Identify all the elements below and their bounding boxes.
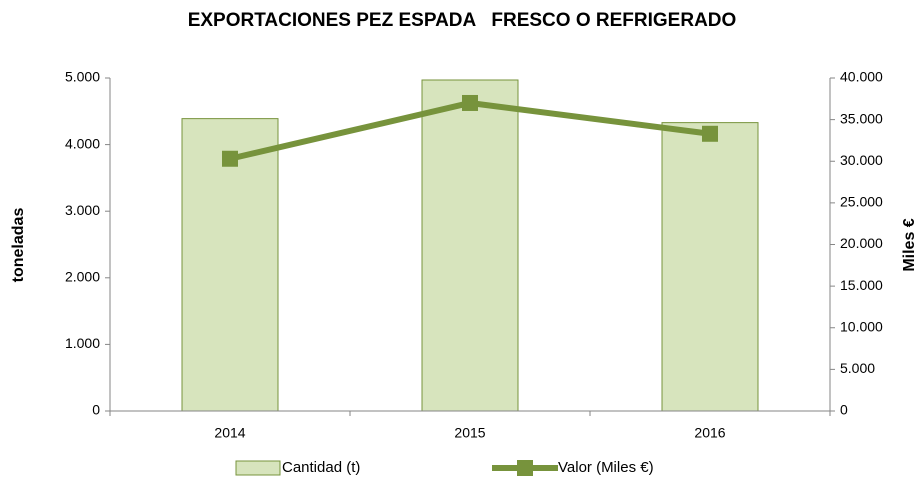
- x-tick-label: 2016: [694, 425, 725, 441]
- legend-label: Valor (Miles €): [558, 459, 654, 476]
- y2-axis-label: Miles €: [901, 218, 918, 271]
- chart-title: EXPORTACIONES PEZ ESPADA FRESCO O REFRIG…: [188, 10, 737, 31]
- y-tick-label: 2.000: [65, 269, 100, 285]
- legend-swatch: [517, 460, 533, 476]
- y2-tick-label: 0: [840, 402, 848, 418]
- y2-tick-label: 30.000: [840, 152, 883, 168]
- y2-tick-label: 40.000: [840, 69, 883, 85]
- y2-tick-label: 15.000: [840, 277, 883, 293]
- bar: [661, 122, 759, 412]
- legend-swatch: [235, 460, 281, 476]
- y2-tick-label: 35.000: [840, 110, 883, 126]
- line-marker: [702, 125, 718, 142]
- line-marker: [462, 94, 478, 111]
- y2-tick-label: 10.000: [840, 318, 883, 334]
- y-tick-label: 3.000: [65, 202, 100, 218]
- legend-label: Cantidad (t): [282, 459, 360, 476]
- x-tick-label: 2015: [454, 425, 485, 441]
- y-tick-label: 5.000: [65, 69, 100, 85]
- y-tick-label: 4.000: [65, 135, 100, 151]
- line-marker: [222, 150, 238, 167]
- y-tick-label: 1.000: [65, 335, 100, 351]
- x-tick-label: 2014: [214, 425, 245, 441]
- y-axis-label: toneladas: [10, 208, 27, 283]
- y2-tick-label: 25.000: [840, 194, 883, 210]
- bar: [181, 118, 279, 412]
- bar: [421, 79, 519, 412]
- y2-tick-label: 20.000: [840, 235, 883, 251]
- y2-tick-label: 5.000: [840, 360, 875, 376]
- y-tick-label: 0: [92, 402, 100, 418]
